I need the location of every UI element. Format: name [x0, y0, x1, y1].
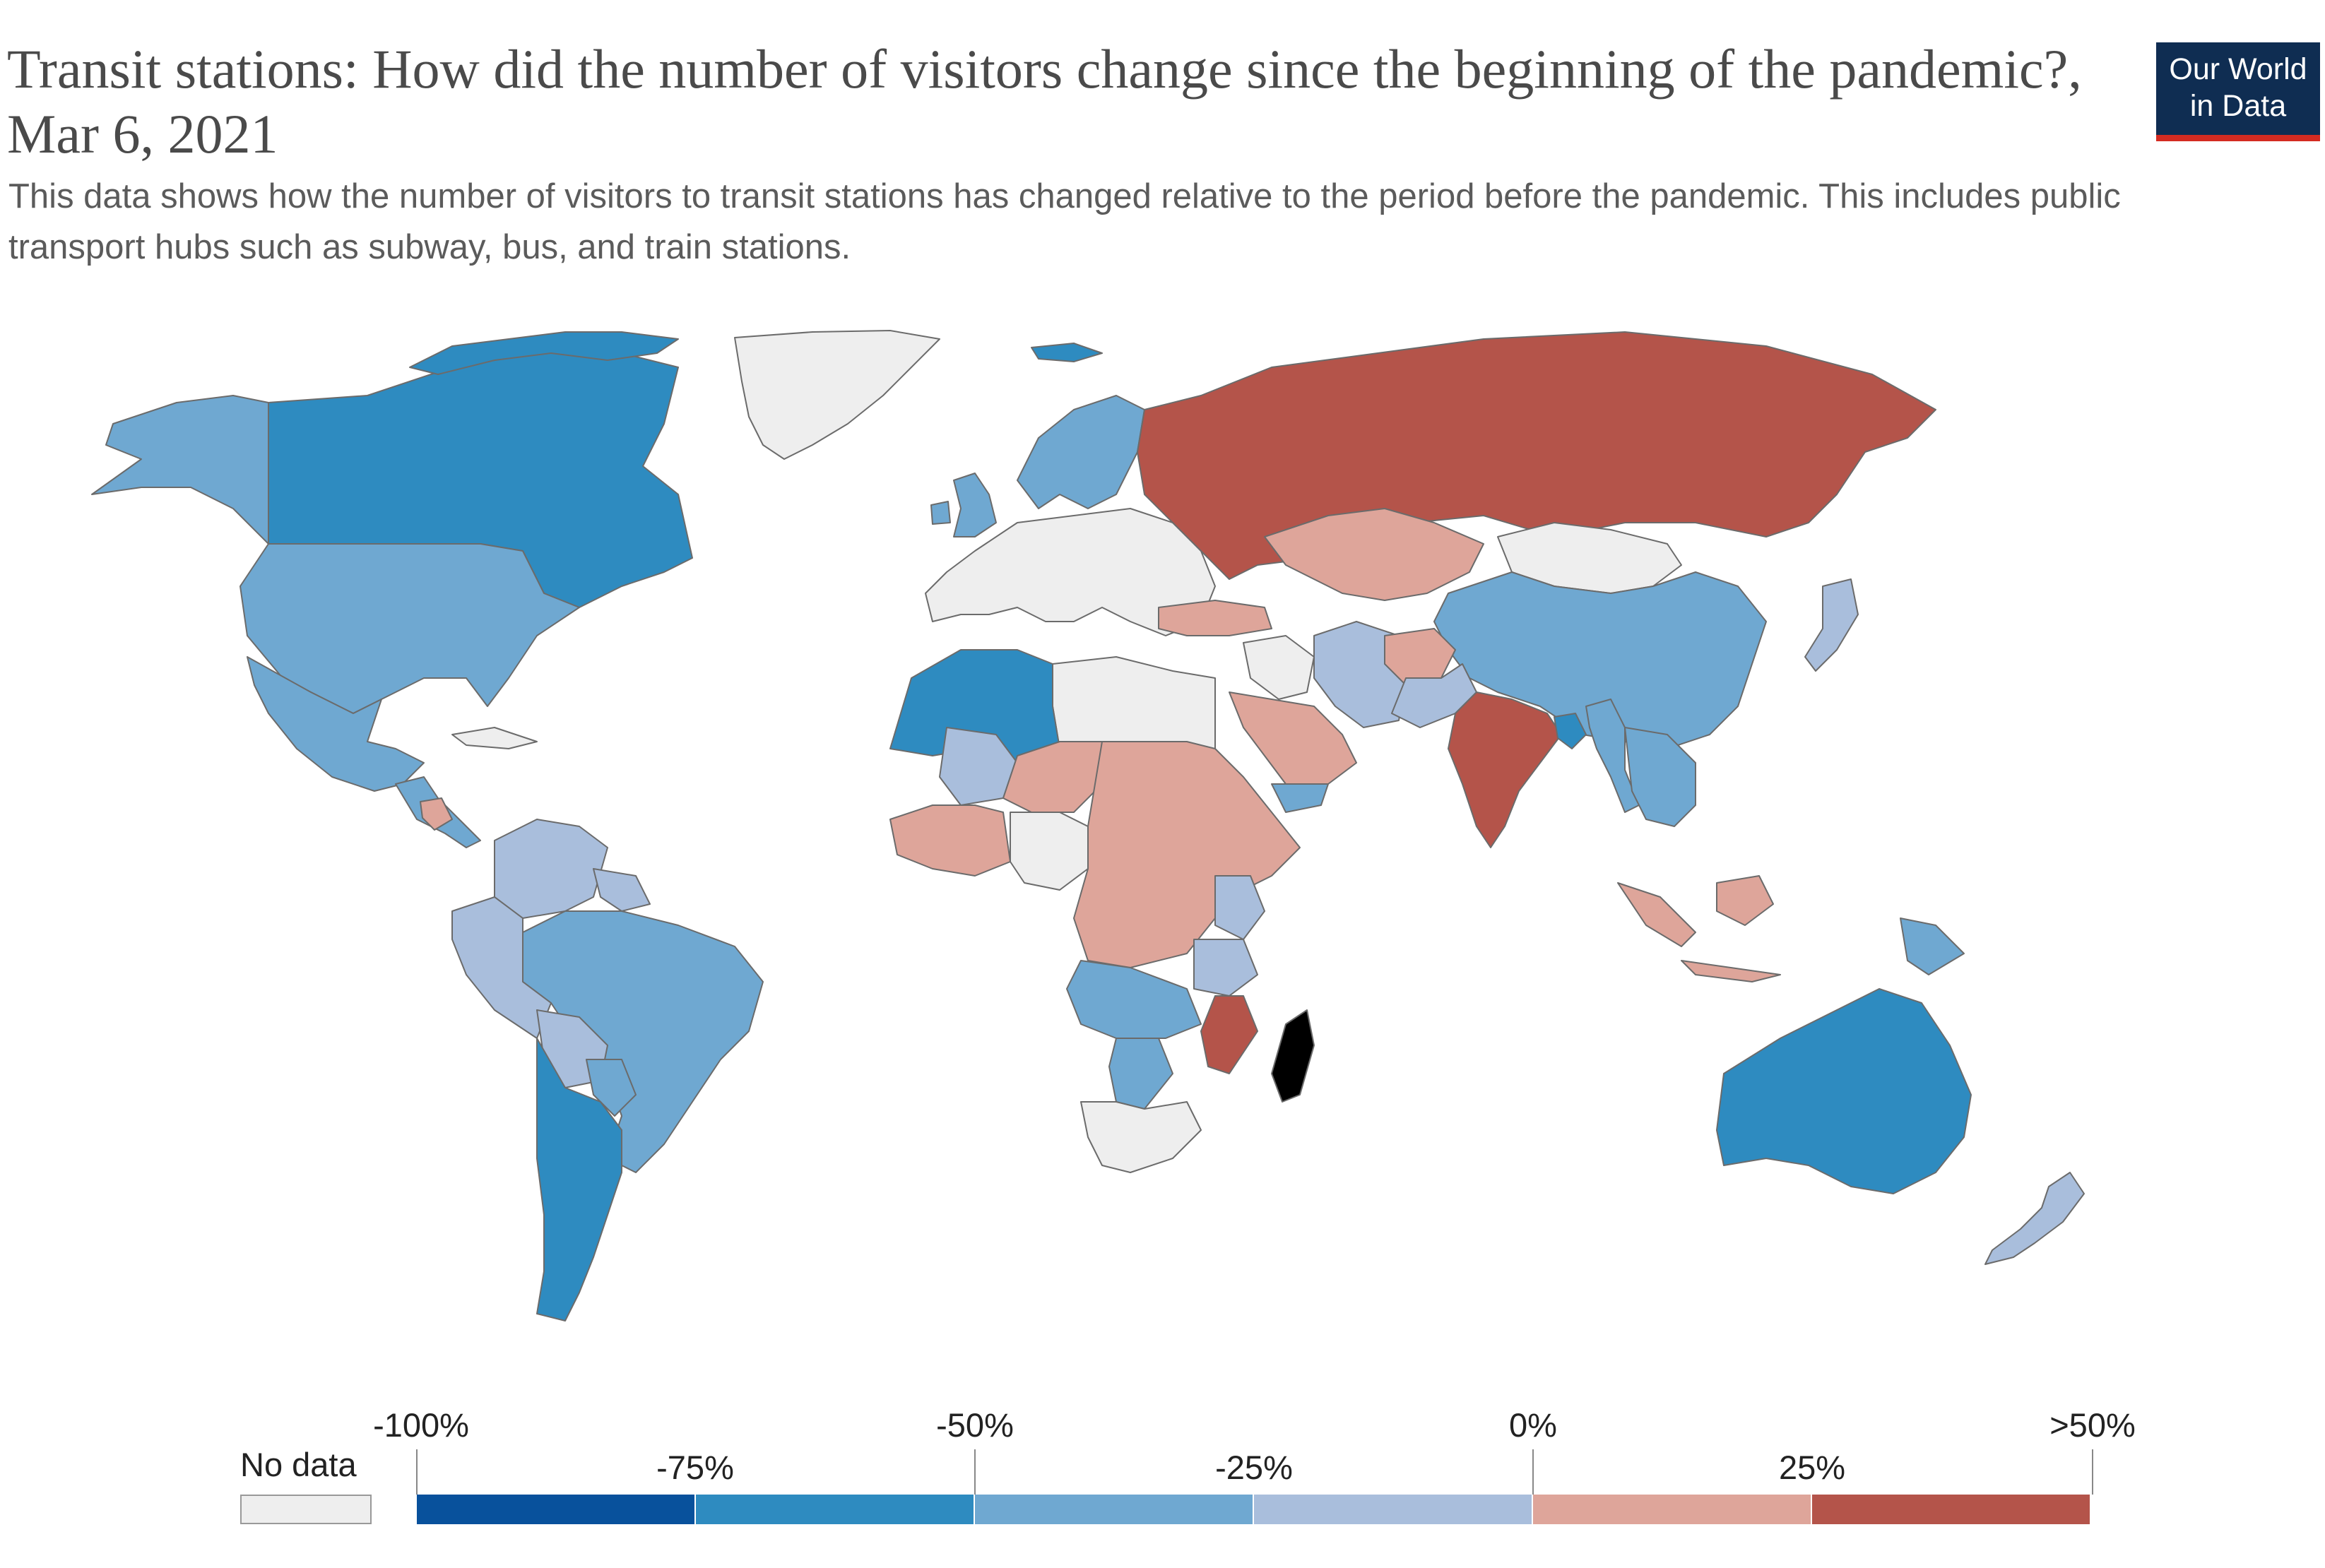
region-japan[interactable]: India	[1804, 578, 1859, 672]
legend-label-25: 25%	[1778, 1449, 1846, 1486]
legend-label-minus-50: -50%	[936, 1406, 1014, 1444]
region-indonesia-3[interactable]: Papua New Guinea	[1681, 960, 1781, 982]
legend-bin-4[interactable]	[1533, 1495, 1812, 1524]
region-china[interactable]: Japan	[1433, 571, 1767, 749]
region-colombia-venezuela[interactable]: Colombia / Venezuela	[494, 819, 608, 919]
region-alaska[interactable]: Alaska (United States)	[91, 395, 269, 545]
legend-label-minus-25: -25%	[1215, 1449, 1293, 1486]
region-yemen[interactable]: Saudi Arabia	[1271, 783, 1329, 813]
legend-label-minus-100: -100%	[373, 1406, 469, 1444]
region-indonesia-1[interactable]: Papua New Guinea	[1617, 882, 1696, 947]
region-paraguay[interactable]: Paraguay	[586, 1059, 637, 1117]
region-egypt-libya[interactable]: North Africa	[1052, 656, 1216, 749]
owid-logo[interactable]: Our World in Data	[2156, 42, 2320, 141]
region-nigeria[interactable]: Central Africa	[1010, 812, 1089, 891]
region-west-africa[interactable]: Nigeria	[889, 804, 1011, 877]
region-southeast-asia[interactable]: Indonesia	[1624, 727, 1696, 827]
region-canada-islands[interactable]: Canada	[409, 331, 679, 375]
region-iraq[interactable]: Iran	[1243, 635, 1315, 700]
region-scandinavia[interactable]: Scandinavia	[1017, 395, 1145, 509]
region-united-states[interactable]: United States	[239, 543, 580, 714]
region-australia[interactable]: New Zealand	[1716, 988, 1972, 1194]
legend-label-0: 0%	[1509, 1406, 1557, 1444]
legend-bin-3[interactable]	[1254, 1495, 1533, 1524]
region-iceland[interactable]: United Kingdom / Ireland	[1031, 343, 1103, 362]
legend-bin-5[interactable]	[1812, 1495, 2091, 1524]
region-india[interactable]: Bangladesh	[1448, 691, 1562, 848]
legend-label-over-50: >50%	[2049, 1406, 2136, 1444]
region-nicaragua[interactable]: Nicaragua	[420, 797, 453, 831]
chart-subtitle: This data shows how the number of visito…	[8, 177, 2121, 266]
logo-line-1: Our World	[2169, 52, 2307, 86]
legend-tick-4	[1532, 1449, 1534, 1495]
region-south-africa[interactable]: Madagascar	[1080, 1101, 1202, 1173]
region-ireland[interactable]: Europe	[930, 501, 951, 525]
legend-no-data-label: No data	[240, 1446, 357, 1483]
region-cuba[interactable]: Cuba	[451, 727, 538, 749]
region-new-zealand[interactable]: Egypt / Libya	[1984, 1172, 2085, 1265]
legend-tick-6	[2092, 1449, 2093, 1495]
logo-accent-bar	[2156, 135, 2320, 141]
region-botswana[interactable]: South Africa	[1108, 1038, 1173, 1110]
region-europe[interactable]: Russia	[925, 508, 1216, 636]
region-angola-zambia[interactable]: Mozambique	[1066, 960, 1202, 1039]
region-greenland[interactable]: Greenland	[734, 330, 940, 460]
legend-tick-2	[974, 1449, 976, 1495]
region-myanmar[interactable]: Southeast Asia	[1585, 699, 1640, 813]
region-papua-new-guinea[interactable]: Australia	[1900, 917, 1965, 975]
region-guianas[interactable]: Brazil	[593, 868, 651, 912]
region-mexico[interactable]: Mexico	[247, 656, 425, 792]
legend-bin-2[interactable]	[975, 1495, 1254, 1524]
region-uk[interactable]: Europe	[953, 473, 997, 537]
chart-title: Transit stations: How did the number of …	[7, 38, 2082, 165]
region-central-africa[interactable]: Kenya	[1073, 741, 1301, 968]
region-tanzania[interactable]: Angola / Zambia	[1193, 939, 1258, 997]
region-iran[interactable]: Afghanistan	[1313, 621, 1407, 728]
region-argentina-chile[interactable]: Iceland	[536, 1038, 622, 1321]
region-kazakhstan[interactable]: Mongolia	[1264, 508, 1484, 601]
legend-no-data-swatch	[240, 1495, 372, 1524]
region-turkey[interactable]: Pakistan	[1158, 600, 1272, 636]
legend-bin-1[interactable]	[696, 1495, 975, 1524]
legend-bin-0[interactable]	[417, 1495, 696, 1524]
region-saudi-arabia[interactable]: Iraq	[1229, 691, 1357, 785]
region-indonesia-2[interactable]: Papua New Guinea	[1716, 875, 1774, 926]
region-niger[interactable]: West Africa	[1002, 741, 1103, 813]
legend-label-minus-75: -75%	[656, 1449, 734, 1486]
region-bangladesh[interactable]: Myanmar	[1554, 713, 1587, 749]
region-madagascar[interactable]	[1271, 1009, 1315, 1103]
legend-tick-0	[416, 1449, 418, 1495]
region-kenya[interactable]: Tanzania	[1214, 875, 1265, 940]
logo-line-2: in Data	[2189, 89, 2287, 123]
world-map: Greenland Canada Canada Alaska (United S…	[91, 330, 2085, 1321]
region-mozambique[interactable]: Botswana	[1200, 995, 1258, 1074]
